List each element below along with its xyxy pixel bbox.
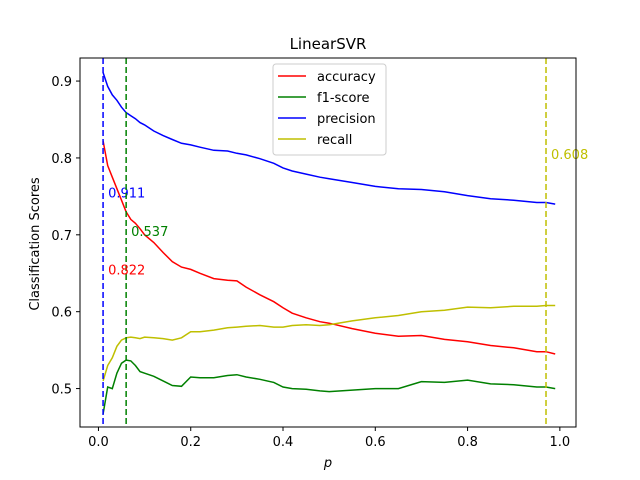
x-tick-label: 0.6 xyxy=(365,435,386,450)
y-tick-label: 0.5 xyxy=(51,383,72,398)
axes: 0.0 0.2 0.4 0.6 0.8 1.0 0.5 0.6 0.7 0.8 0.9 xyxy=(51,57,577,450)
legend-label-accuracy: accuracy xyxy=(317,70,376,85)
legend-box xyxy=(272,63,387,156)
chart-title: LinearSVR xyxy=(290,35,367,53)
y-tick-label: 0.6 xyxy=(51,306,72,321)
x-tick-label: 0.2 xyxy=(180,435,201,450)
series-line-precision xyxy=(102,72,556,205)
series-line-f1-score xyxy=(102,359,556,415)
y-axis-label: Classification Scores xyxy=(28,177,43,311)
x-tick-label: 0.4 xyxy=(273,435,294,450)
legend-label-precision: precision xyxy=(317,112,376,127)
x-tick-label: 0.0 xyxy=(88,435,109,450)
vline-label-1: 0.537 xyxy=(131,225,168,240)
series-line-recall xyxy=(102,304,556,382)
y-tick-label: 0.7 xyxy=(51,229,72,244)
vline-label-2: 0.608 xyxy=(551,148,588,163)
y-tick-label: 0.8 xyxy=(51,152,72,167)
axes-frame xyxy=(79,57,577,428)
x-axis-label: p xyxy=(323,456,332,471)
x-tick-label: 0.8 xyxy=(457,435,478,450)
y-tick-label: 0.9 xyxy=(51,75,72,90)
x-tick-label: 1.0 xyxy=(550,435,571,450)
annotation-0: 0.822 xyxy=(108,263,145,278)
series-line-accuracy xyxy=(102,140,556,355)
legend: accuracy f1-score precision recall xyxy=(272,63,387,156)
legend-label-f1-score: f1-score xyxy=(317,91,369,106)
legend-label-recall: recall xyxy=(317,133,352,148)
